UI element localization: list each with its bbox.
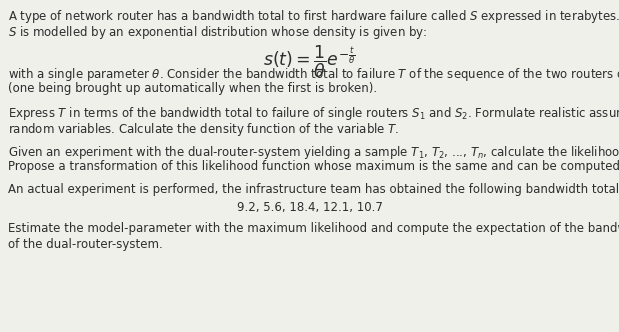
Text: 9.2, 5.6, 18.4, 12.1, 10.7: 9.2, 5.6, 18.4, 12.1, 10.7 (236, 201, 383, 213)
Text: of the dual-router-system.: of the dual-router-system. (8, 238, 163, 251)
Text: Express $T$ in terms of the bandwidth total to failure of single routers $S_1$ a: Express $T$ in terms of the bandwidth to… (8, 105, 619, 122)
Text: Given an experiment with the dual-router-system yielding a sample $T_1$, $T_2$, : Given an experiment with the dual-router… (8, 144, 619, 161)
Text: $s(t) = \dfrac{1}{\theta}e^{-\frac{t}{\theta}}$: $s(t) = \dfrac{1}{\theta}e^{-\frac{t}{\t… (263, 44, 356, 80)
Text: A type of network router has a bandwidth total to first hardware failure called : A type of network router has a bandwidth… (8, 8, 619, 25)
Text: $S$ is modelled by an exponential distribution whose density is given by:: $S$ is modelled by an exponential distri… (8, 24, 427, 41)
Text: Estimate the model-parameter with the maximum likelihood and compute the expecta: Estimate the model-parameter with the ma… (8, 222, 619, 235)
Text: random variables. Calculate the density function of the variable $T$.: random variables. Calculate the density … (8, 121, 399, 138)
Text: An actual experiment is performed, the infrastructure team has obtained the foll: An actual experiment is performed, the i… (8, 183, 619, 196)
Text: (one being brought up automatically when the first is broken).: (one being brought up automatically when… (8, 82, 377, 95)
Text: Propose a transformation of this likelihood function whose maximum is the same a: Propose a transformation of this likelih… (8, 160, 619, 173)
Text: with a single parameter $\theta$. Consider the bandwidth total to failure $T$ of: with a single parameter $\theta$. Consid… (8, 66, 619, 83)
